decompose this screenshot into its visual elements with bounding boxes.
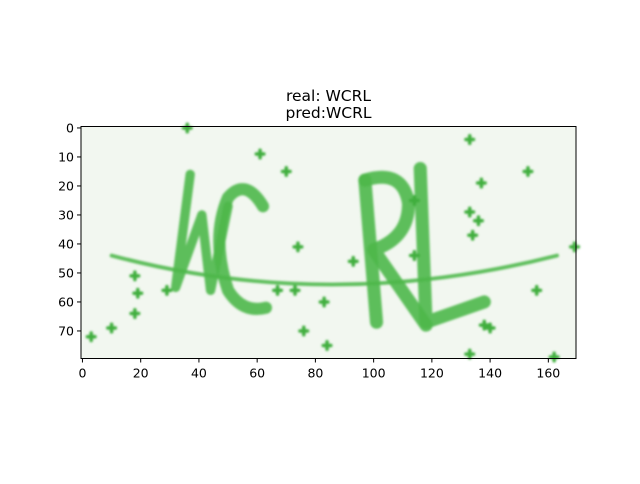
y-tick-label: 10	[58, 149, 74, 164]
y-tick-label: 30	[58, 207, 74, 222]
captcha-stroke	[109, 253, 559, 287]
noise-dot	[289, 284, 301, 296]
noise-dot	[464, 348, 476, 360]
x-tick-label: 160	[536, 366, 560, 381]
noise-dot	[522, 165, 534, 177]
noise-dot	[464, 206, 476, 218]
captcha-stroke	[358, 170, 433, 332]
x-tick-label: 100	[362, 366, 386, 381]
noise-dot	[298, 325, 310, 337]
captcha-image	[85, 122, 581, 363]
noise-dot	[85, 331, 97, 343]
axes: 0 20 40 60 80 100 120 140 160 0 10 20 30 40 50 60 70	[58, 120, 577, 381]
x-tick-label: 0	[78, 366, 86, 381]
noise-dot	[321, 339, 333, 351]
noise-dot	[569, 241, 581, 253]
y-tick-label: 40	[58, 236, 74, 251]
noise-dot	[292, 241, 304, 253]
noise-dot	[484, 322, 496, 334]
noise-dot	[161, 284, 173, 296]
noise-dot	[272, 284, 284, 296]
x-tick-label: 140	[478, 366, 502, 381]
noise-dot	[467, 229, 479, 241]
noise-dot	[132, 287, 144, 299]
noise-dot	[475, 177, 487, 189]
y-tick-label: 20	[58, 178, 74, 193]
title-line: pred:WCRL	[285, 104, 371, 122]
title-line: real: WCRL	[286, 87, 371, 105]
noise-dot	[129, 308, 141, 320]
y-tick-label: 70	[58, 323, 74, 338]
noise-dot	[280, 165, 292, 177]
noise-dot	[472, 215, 484, 227]
noise-dot	[129, 270, 141, 282]
y-tick-label: 0	[66, 120, 74, 135]
noise-dot	[464, 134, 476, 146]
x-tick-label: 120	[420, 366, 444, 381]
y-tick-label: 60	[58, 294, 74, 309]
noise-dot	[254, 148, 266, 160]
x-tick-label: 80	[307, 366, 323, 381]
plot-area	[81, 122, 581, 363]
noise-dot	[408, 250, 420, 262]
captcha-stroke	[213, 183, 273, 315]
captcha-stroke	[413, 162, 491, 329]
y-tick-label: 50	[58, 265, 74, 280]
axes-frame	[80, 126, 577, 359]
noise-dot	[408, 194, 420, 206]
x-tick-label: 20	[133, 366, 149, 381]
image-background	[81, 126, 576, 359]
noise-dot	[106, 322, 118, 334]
x-tick-label: 40	[191, 366, 207, 381]
noise-dot	[548, 351, 560, 363]
noise-dot	[181, 122, 193, 134]
noise-dot	[478, 319, 490, 331]
noise-dot	[531, 284, 543, 296]
noise-dot	[318, 296, 330, 308]
x-tick-label: 60	[249, 366, 265, 381]
noise-dot	[347, 255, 359, 267]
